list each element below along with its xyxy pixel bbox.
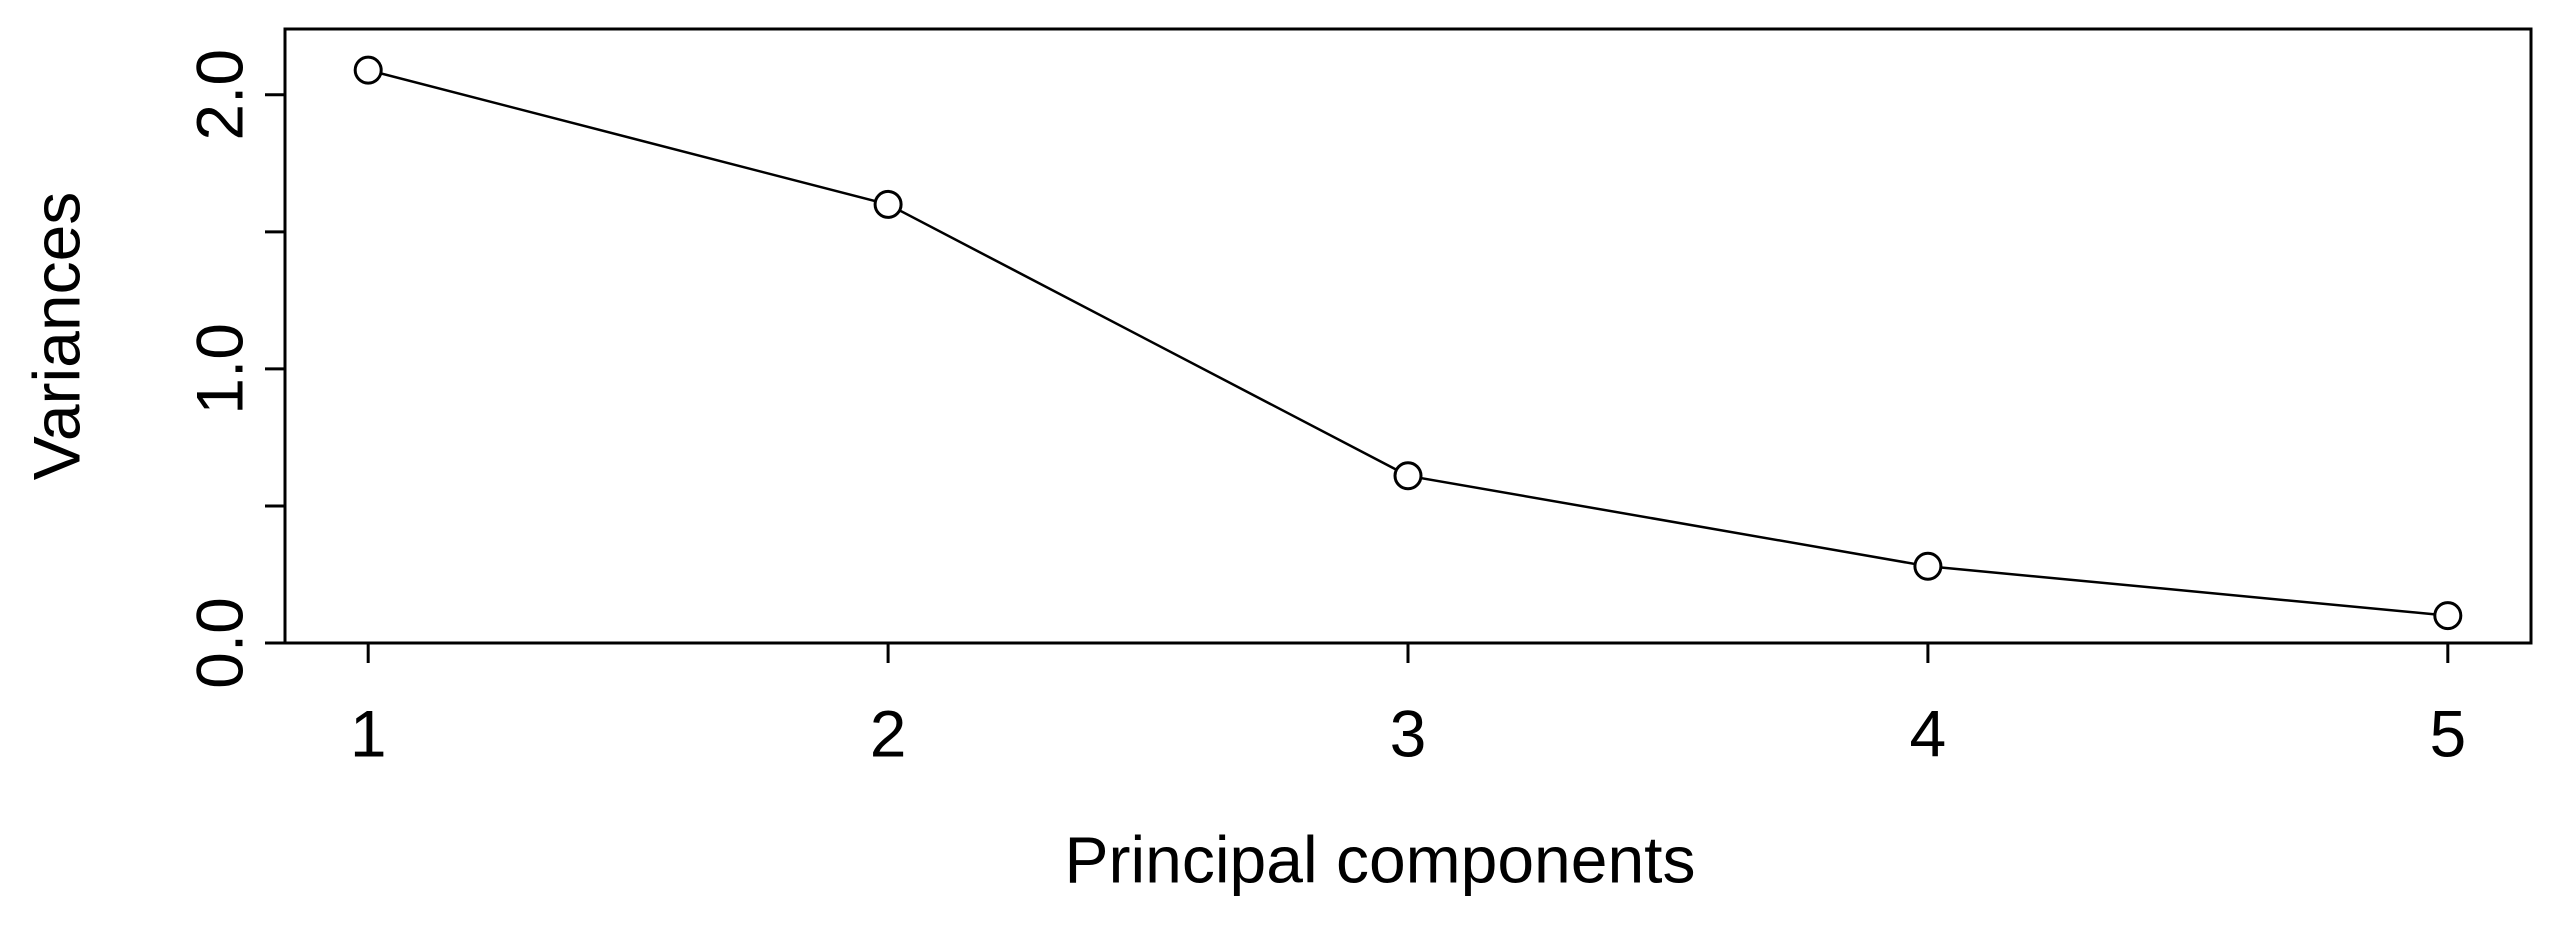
point [1393,461,1423,491]
x-axis-label: Principal components [1065,822,1696,896]
x-tick-label: 4 [1910,696,1947,770]
x-tick-label: 5 [2429,696,2466,770]
x-tick-label: 3 [1390,696,1427,770]
point [2433,601,2463,631]
line [367,68,2448,617]
x-tick-label: 1 [350,696,387,770]
point [1913,551,1943,581]
y-tick-label: 2.0 [182,49,256,141]
y-axis-label: Variances [19,192,93,481]
point [873,189,903,219]
plot-frame [283,27,2533,645]
point [353,55,383,85]
x-tick-label: 2 [870,696,907,770]
y-tick-label: 0.0 [182,597,256,689]
y-tick-label: 1.0 [182,323,256,415]
